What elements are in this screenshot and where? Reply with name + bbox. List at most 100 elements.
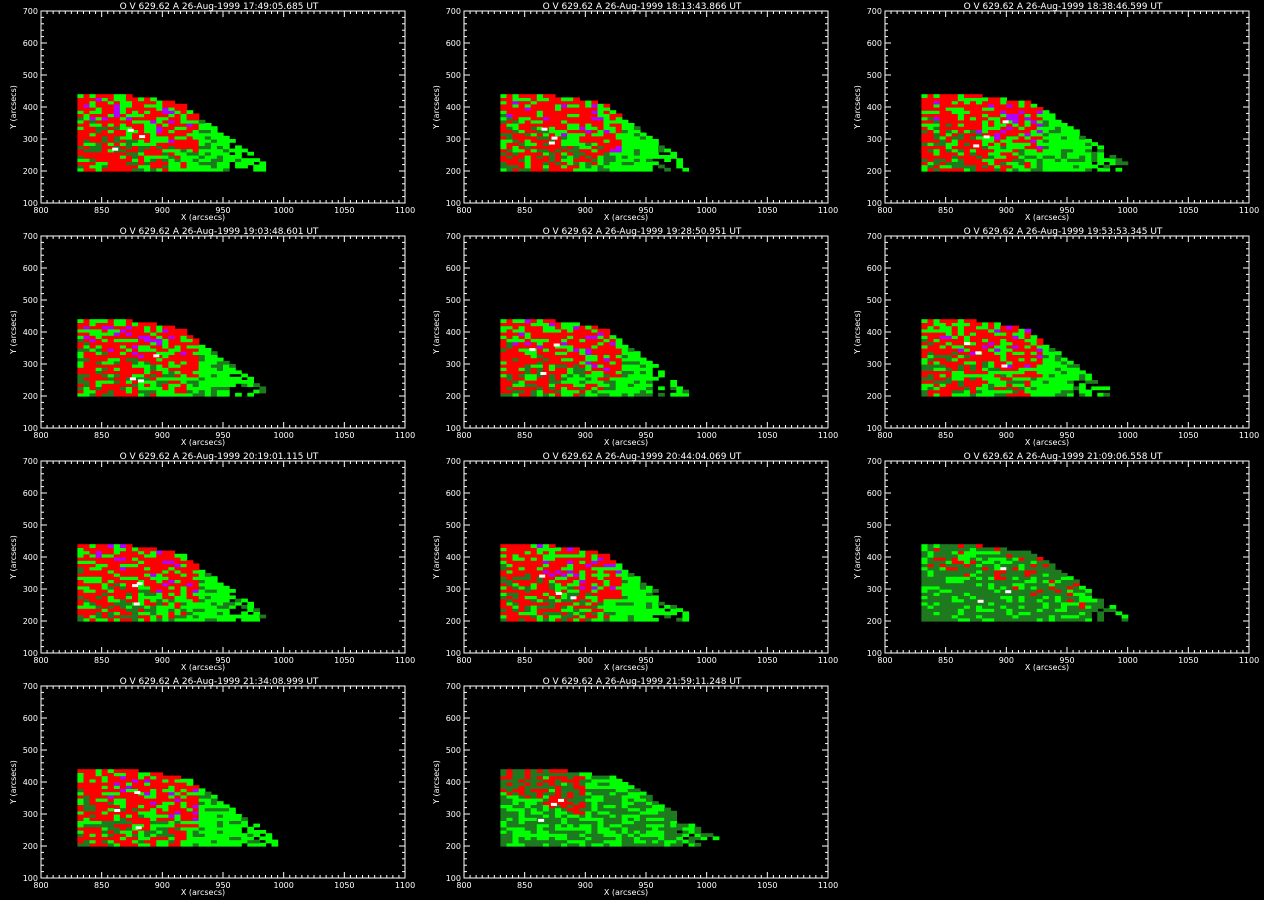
heatmap-cell — [621, 167, 629, 172]
heatmap-cell — [83, 364, 91, 368]
heatmap-cell — [1048, 354, 1056, 359]
heatmap-cell — [561, 354, 568, 359]
heatmap-cell — [573, 126, 580, 130]
heatmap-cell — [113, 167, 121, 172]
heatmap-cell — [639, 370, 647, 375]
heatmap-cell — [216, 151, 224, 156]
heatmap-cell — [1006, 370, 1013, 375]
heatmap-cell — [603, 376, 611, 381]
heatmap-cell — [1000, 167, 1007, 172]
heatmap-cell — [174, 614, 182, 619]
heatmap-cell — [927, 123, 935, 127]
heatmap-cell — [107, 357, 115, 362]
heatmap-cell — [518, 344, 526, 349]
heatmap-cell — [1030, 103, 1038, 108]
heatmap-cell — [192, 389, 200, 394]
heatmap-cell — [951, 373, 959, 378]
heatmap-cell — [1000, 392, 1007, 397]
heatmap-cell — [542, 373, 550, 378]
heatmap-cell — [144, 142, 151, 146]
heatmap-cell — [132, 164, 139, 169]
heatmap-cell — [957, 351, 965, 355]
heatmap-cell — [957, 325, 965, 330]
heatmap-cell — [150, 328, 157, 333]
heatmap-cell — [579, 351, 586, 355]
heatmap-cell — [518, 322, 526, 327]
heatmap-cell — [198, 354, 206, 359]
heatmap-cell — [204, 123, 212, 127]
heatmap-cell — [101, 544, 109, 548]
heatmap-cell — [1103, 167, 1111, 172]
heatmap-cell — [573, 328, 580, 333]
heatmap-cell — [976, 116, 983, 121]
heatmap-cell — [150, 126, 157, 130]
heatmap-cell — [1024, 373, 1032, 378]
heatmap-cell — [107, 589, 115, 593]
heatmap-cell — [1060, 161, 1068, 166]
heatmap-cell — [939, 145, 947, 150]
heatmap-cell — [150, 611, 157, 616]
heatmap-cell — [957, 113, 965, 118]
heatmap-cell — [1024, 332, 1032, 336]
heatmap-cell — [223, 360, 230, 365]
heatmap-cell — [561, 100, 568, 105]
heatmap-cell — [615, 357, 623, 362]
heatmap-cell — [939, 148, 947, 153]
heatmap-cell — [1018, 370, 1026, 375]
heatmap-cell — [573, 357, 580, 362]
heatmap-cell — [597, 389, 605, 394]
y-tick-label: 100 — [23, 424, 38, 433]
heatmap-cell — [138, 392, 145, 397]
heatmap-cell — [89, 573, 97, 577]
heatmap-cell — [609, 151, 617, 156]
heatmap-cell — [125, 325, 133, 330]
heatmap-cell — [633, 370, 641, 375]
y-tick-label: 500 — [867, 296, 882, 305]
heatmap-cell — [156, 354, 163, 359]
heatmap-cell — [542, 335, 550, 339]
heatmap-cell — [567, 380, 574, 384]
heatmap-cell — [216, 155, 224, 159]
heatmap-cell — [555, 386, 562, 391]
heatmap-cell — [597, 110, 605, 114]
heatmap-cell — [113, 145, 121, 150]
heatmap-cell — [83, 605, 91, 609]
heatmap-cell — [107, 557, 115, 561]
heatmap-cell — [1054, 389, 1062, 394]
heatmap-cell — [107, 389, 115, 394]
heatmap-cell — [982, 328, 989, 333]
heatmap-cell — [113, 328, 121, 333]
peak-point — [540, 372, 547, 375]
heatmap-cell — [1085, 145, 1092, 150]
heatmap-cell — [113, 107, 121, 111]
heatmap-cell — [664, 158, 671, 162]
heatmap-cell — [548, 132, 556, 137]
heatmap-cell — [1012, 341, 1020, 346]
heatmap-cell — [633, 380, 641, 384]
heatmap-cell — [1054, 360, 1062, 365]
heatmap-cell — [216, 145, 224, 150]
heatmap-cell — [107, 142, 115, 146]
heatmap-cell — [957, 139, 965, 143]
heatmap-cell — [976, 151, 983, 156]
heatmap-cell — [615, 386, 623, 391]
heatmap-cell — [957, 100, 965, 105]
heatmap-cell — [89, 328, 97, 333]
heatmap-cell — [1030, 110, 1038, 114]
heatmap-cell — [1054, 148, 1062, 153]
heatmap-cell — [969, 322, 977, 327]
heatmap-cell — [1054, 386, 1062, 391]
heatmap-cell — [1006, 389, 1013, 394]
heatmap-cell — [132, 383, 139, 387]
heatmap-cell — [1054, 158, 1062, 162]
heatmap-cell — [518, 116, 526, 121]
heatmap-cell — [976, 380, 983, 384]
heatmap-cell — [1042, 132, 1050, 137]
heatmap-cell — [1060, 357, 1068, 362]
heatmap-cell — [229, 380, 236, 384]
heatmap-cell — [150, 617, 157, 622]
heatmap-cell — [555, 151, 562, 156]
heatmap-cell — [119, 348, 127, 352]
heatmap-cell — [180, 142, 188, 146]
heatmap-cell — [579, 123, 586, 127]
